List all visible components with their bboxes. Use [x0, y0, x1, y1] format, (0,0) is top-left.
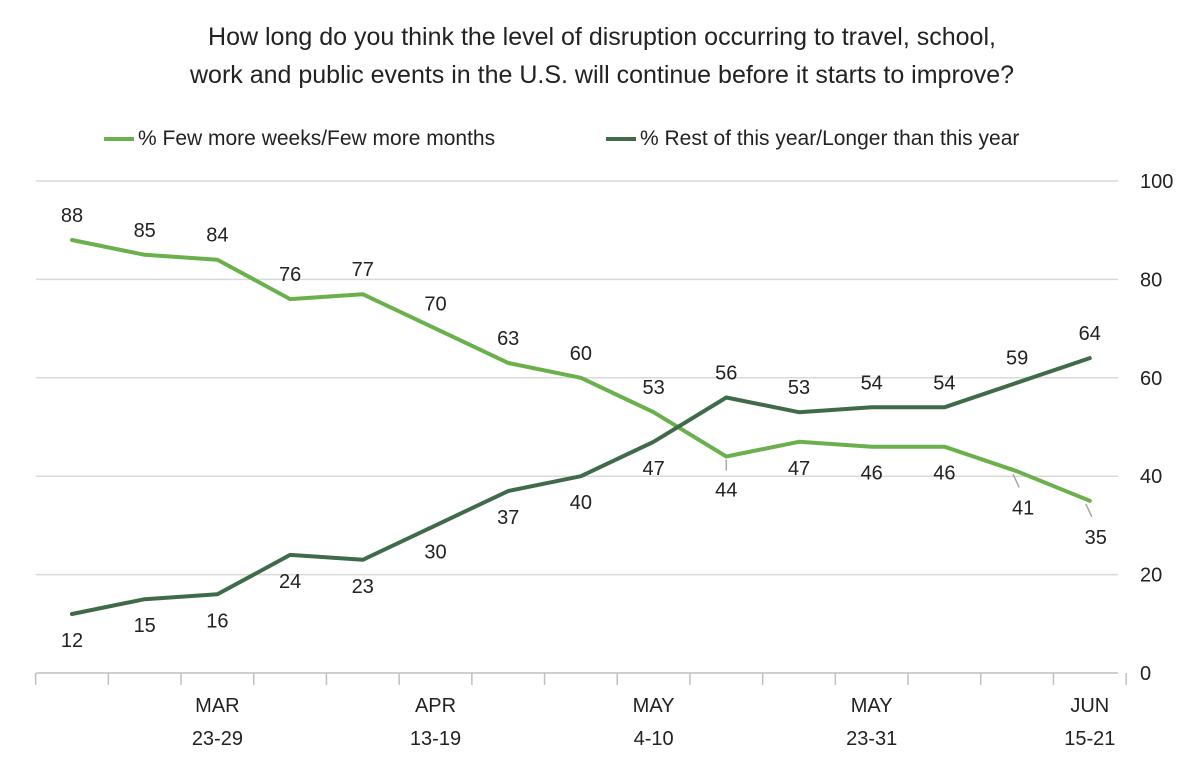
data-label-few-weeks-months: 46 [861, 463, 883, 485]
data-label-few-weeks-months: 63 [497, 328, 519, 350]
series-lines [70, 238, 1092, 616]
legend-swatch-dark [606, 137, 636, 141]
x-tick-label: 4-10 [634, 728, 674, 750]
x-tick-label: MAY [633, 695, 675, 717]
legend: % Few more weeks/Few more months % Rest … [0, 124, 1204, 154]
data-label-rest-of-year: 12 [61, 630, 83, 652]
data-label-few-weeks-months: 77 [352, 259, 374, 281]
chart-title-line-1: How long do you think the level of disru… [208, 23, 996, 51]
data-labels: 88 12 85 15 84 16 76 24 77 23 70 30 63 37 60 40 53 47 44 56… [61, 205, 1107, 652]
legend-item-rest-of-year: % Rest of this year/Longer than this yea… [606, 124, 1019, 154]
legend-label-light: % Few more weeks/Few more months [138, 127, 496, 150]
y-axis-tick-labels: 0 20 40 60 80 100 [1140, 171, 1173, 685]
y-tick-label-0: 0 [1140, 663, 1151, 685]
chart-title-line-2: work and public events in the U.S. will … [189, 61, 1014, 89]
data-label-rest-of-year: 40 [570, 492, 592, 514]
x-axis [34, 672, 1127, 685]
leader-line [1012, 473, 1020, 488]
x-tick-label: 23-29 [192, 728, 243, 750]
data-label-rest-of-year: 54 [933, 372, 955, 394]
x-tick-label: JUN [1070, 695, 1109, 717]
data-label-rest-of-year: 54 [861, 372, 883, 394]
data-label-few-weeks-months: 76 [279, 264, 301, 286]
data-label-few-weeks-months: 41 [1012, 497, 1034, 519]
y-tick-label-40: 40 [1140, 466, 1162, 488]
series-line-few-weeks-months [70, 238, 1092, 503]
x-tick-label: 15-21 [1064, 728, 1115, 750]
data-label-rest-of-year: 59 [1006, 348, 1028, 370]
leader-line [1085, 503, 1093, 518]
data-label-rest-of-year: 64 [1079, 323, 1101, 345]
data-label-few-weeks-months: 47 [788, 458, 810, 480]
x-axis-tick-labels: MAR 23-29 APR 13-19 MAY 4-10 MAY 23-31 JUN 15-21 [192, 695, 1116, 750]
data-label-few-weeks-months: 46 [933, 463, 955, 485]
data-label-few-weeks-months: 88 [61, 205, 83, 227]
x-tick-label: 13-19 [410, 728, 461, 750]
data-label-few-weeks-months: 84 [206, 225, 228, 247]
data-label-rest-of-year: 15 [134, 615, 156, 637]
chart-title: How long do you think the level of disru… [0, 18, 1204, 94]
data-label-few-weeks-months: 70 [424, 294, 446, 316]
data-label-rest-of-year: 56 [715, 362, 737, 384]
y-tick-label-60: 60 [1140, 368, 1162, 390]
x-tick-label: MAR [195, 695, 239, 717]
x-tick-label: 23-31 [846, 728, 897, 750]
data-label-rest-of-year: 30 [424, 541, 446, 563]
data-label-rest-of-year: 53 [788, 377, 810, 399]
data-label-few-weeks-months: 85 [134, 220, 156, 242]
y-tick-label-100: 100 [1140, 171, 1173, 193]
data-label-few-weeks-months: 44 [715, 480, 737, 502]
x-tick-label: APR [415, 695, 456, 717]
data-label-rest-of-year: 24 [279, 571, 301, 593]
data-label-rest-of-year: 47 [642, 458, 664, 480]
data-label-few-weeks-months: 53 [642, 377, 664, 399]
data-label-few-weeks-months: 60 [570, 343, 592, 365]
series-line-rest-of-year [70, 356, 1092, 616]
legend-label-dark: % Rest of this year/Longer than this yea… [640, 127, 1020, 150]
data-label-rest-of-year: 23 [352, 576, 374, 598]
data-label-rest-of-year: 16 [206, 610, 228, 632]
data-label-rest-of-year: 37 [497, 507, 519, 529]
legend-item-few-weeks-months: % Few more weeks/Few more months [104, 124, 495, 154]
x-tick-label: MAY [851, 695, 893, 717]
legend-swatch-light [104, 137, 134, 141]
y-tick-label-20: 20 [1140, 565, 1162, 587]
y-tick-label-80: 80 [1140, 269, 1162, 291]
data-label-few-weeks-months: 35 [1085, 527, 1107, 549]
